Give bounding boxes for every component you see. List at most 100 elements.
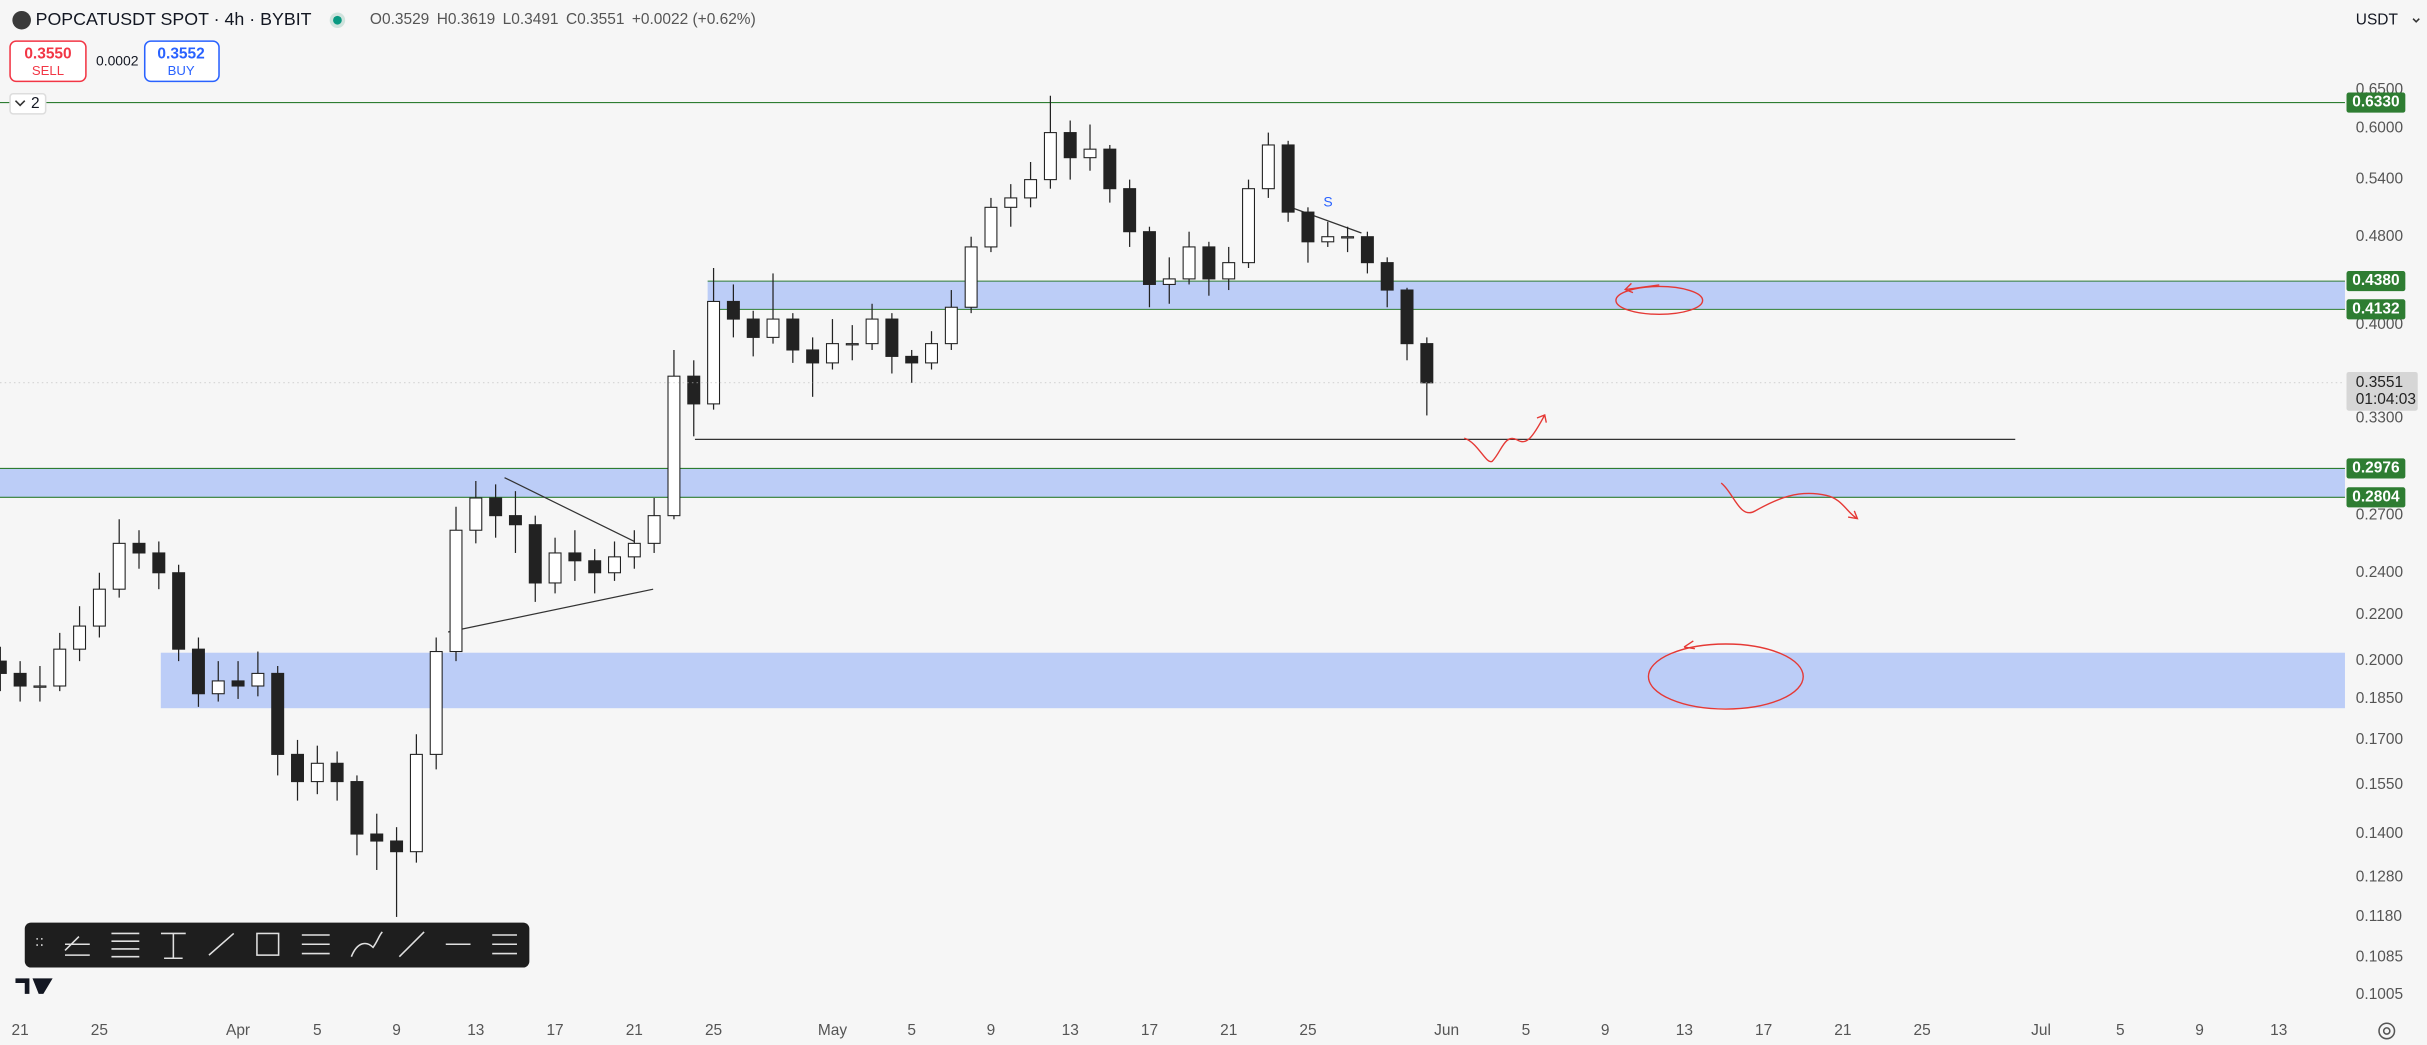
arrow-drawing (1683, 640, 1695, 650)
ohlc-value: 0.3551 (577, 11, 624, 28)
y-tick-label: 0.1400 (2356, 825, 2403, 842)
x-tick-label: 9 (987, 1022, 996, 1039)
x-tick-label: May (818, 1022, 847, 1039)
x-tick-label: 21 (626, 1022, 643, 1039)
ohlc-key: C (566, 11, 577, 28)
symbol: POPCATUSDT SPOT · 4h · BYBIT (36, 9, 312, 29)
x-tick-label: 9 (392, 1022, 401, 1039)
tool-icon[interactable] (492, 934, 517, 955)
x-tick-label: 25 (1299, 1022, 1316, 1039)
tool-icon[interactable] (111, 932, 140, 958)
price-tag (2346, 299, 2406, 320)
tool-icon[interactable] (64, 935, 90, 956)
candle-body (1261, 144, 1275, 190)
candle-body (508, 515, 522, 526)
buy-button[interactable] (143, 40, 220, 83)
candle-body (1360, 236, 1374, 264)
trend-line (447, 588, 654, 633)
sell-price: 0.3550 (24, 45, 71, 62)
candle-body (1301, 211, 1315, 243)
candle-body (944, 306, 958, 345)
price-tag-label: 0.2804 (2352, 488, 2400, 505)
indicator-count: 2 (31, 95, 40, 112)
indicator-toggle[interactable] (9, 92, 47, 115)
candle-body (1380, 262, 1394, 291)
price-tag-label: 0.6330 (2352, 94, 2399, 111)
x-tick-label: 21 (12, 1022, 29, 1039)
y-tick-label: 0.2400 (2356, 564, 2403, 581)
settings-icon[interactable] (2378, 1022, 2396, 1040)
candle-body (251, 672, 265, 687)
y-tick-label: 0.2000 (2356, 652, 2403, 669)
candle-body (1063, 132, 1077, 159)
ohlc-value: 0.3529 (382, 11, 429, 28)
candle-body (786, 318, 800, 351)
candle-body (132, 542, 146, 554)
candle-body (726, 300, 740, 320)
candle-body (548, 552, 562, 584)
ohlc-key: O (370, 11, 382, 28)
chevron (14, 100, 26, 107)
y-tick-label: 0.6000 (2356, 120, 2403, 137)
tool-icon[interactable] (398, 931, 425, 958)
candle-body (1400, 289, 1414, 345)
sell-button[interactable] (9, 40, 87, 83)
x-tick-label: 13 (1676, 1022, 1693, 1039)
candle-body (608, 556, 621, 574)
candle-body (0, 660, 7, 674)
price-tag (2346, 271, 2406, 292)
tool-icon[interactable] (350, 931, 383, 957)
candle-body (1024, 179, 1038, 199)
x-tick-label: 13 (2270, 1022, 2287, 1039)
candle-body (231, 680, 245, 687)
candle-body (449, 529, 463, 653)
candle-body (984, 206, 998, 248)
candle-body (1123, 188, 1137, 233)
y-tick-label: 0.4800 (2356, 228, 2403, 245)
candle-body (1222, 262, 1236, 280)
ohlc-change: +0.0022 (+0.62%) (632, 11, 756, 28)
candle-body (925, 343, 938, 364)
price-tag-label: 0.4132 (2352, 300, 2399, 317)
candle-body (112, 542, 126, 590)
candle-body (469, 497, 483, 531)
tool-icon[interactable] (256, 932, 280, 956)
candle-body (1182, 246, 1196, 280)
candle-body (588, 560, 602, 574)
y-tick-label: 0.1005 (2356, 986, 2403, 1003)
y-tick-label: 0.1280 (2356, 869, 2403, 886)
candle-body (291, 753, 304, 783)
candle-body (746, 318, 760, 338)
plot: 0.65000.60000.54000.48000.40000.33000.27… (0, 81, 2418, 1039)
trend-line (1287, 205, 1362, 234)
x-tick-label: 17 (1755, 1022, 1772, 1039)
candle-body (905, 355, 919, 364)
candle-body (172, 572, 186, 650)
candle-body (766, 318, 780, 338)
currency[interactable]: USDT (2356, 11, 2399, 28)
candle-body (73, 625, 87, 650)
candle-body (825, 343, 839, 364)
drag-handle[interactable] (36, 938, 43, 946)
x-tick-label: 25 (91, 1022, 108, 1039)
last-price-label: 0.3551 (2356, 374, 2403, 391)
x-tick-label: Jul (2031, 1022, 2051, 1039)
candle-body (1420, 343, 1434, 384)
zone (0, 468, 2345, 498)
candle-body (964, 246, 978, 308)
candle-body (1162, 278, 1176, 285)
zone (160, 652, 2345, 709)
tool-icon[interactable] (208, 932, 235, 956)
candle-body (489, 497, 503, 517)
candle-body (1043, 132, 1057, 181)
x-tick-label: 17 (546, 1022, 563, 1039)
tool-icon[interactable] (160, 932, 186, 959)
y-tick-label: 0.1550 (2356, 776, 2403, 793)
drawings (1463, 282, 1859, 710)
tool-icon[interactable] (301, 934, 330, 955)
candle-body (1242, 188, 1256, 264)
candle-body (1202, 246, 1216, 280)
candle-body (1142, 231, 1156, 285)
